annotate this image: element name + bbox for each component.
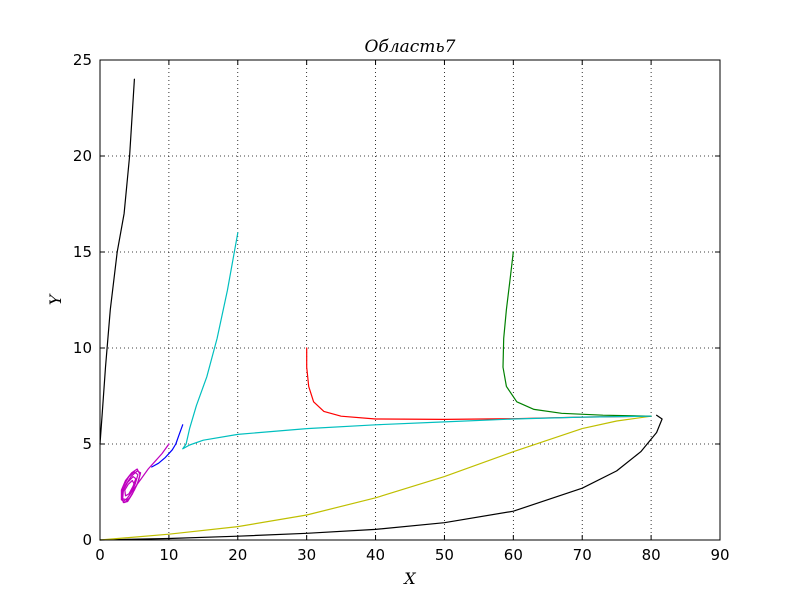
x-tick-label: 0 [95, 546, 105, 564]
x-tick-label: 60 [504, 546, 523, 564]
x-tick-label: 80 [642, 546, 661, 564]
chart-title: Область7 [365, 37, 456, 57]
series-line-6 [151, 424, 184, 468]
y-tick-label: 10 [73, 339, 92, 357]
y-tick-label: 15 [73, 243, 92, 261]
x-tick-label: 50 [435, 546, 454, 564]
x-tick-label: 90 [710, 546, 729, 564]
x-tick-label: 30 [297, 546, 316, 564]
series-line-7 [120, 443, 170, 504]
x-tick-label: 10 [159, 546, 178, 564]
plot-frame [99, 59, 721, 541]
x-tick-label: 20 [228, 546, 247, 564]
x-axis-label: X [402, 569, 416, 588]
series-line-5 [182, 232, 652, 450]
series-line-2 [99, 415, 652, 541]
ticks: 0 10 20 30 40 50 60 70 80 90 0 5 10 15 20 25 [73, 51, 730, 564]
series-line-4 [502, 251, 652, 417]
series-line-0 [99, 78, 135, 445]
y-tick-label: 0 [82, 531, 92, 549]
y-tick-label: 25 [73, 51, 92, 69]
y-tick-label: 5 [82, 435, 92, 453]
x-tick-label: 40 [366, 546, 385, 564]
x-tick-label: 70 [573, 546, 592, 564]
y-tick-label: 20 [73, 147, 92, 165]
y-axis-label: Y [46, 293, 65, 305]
